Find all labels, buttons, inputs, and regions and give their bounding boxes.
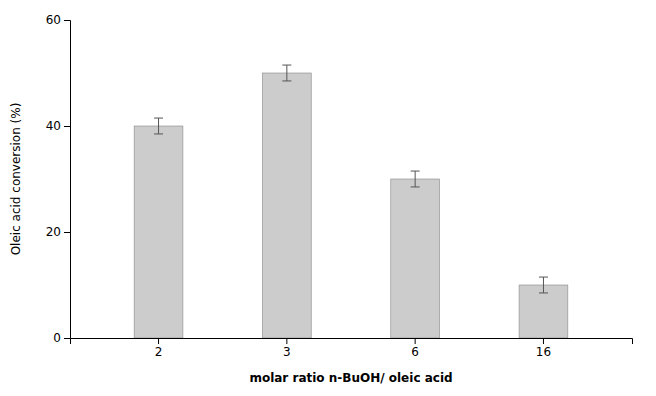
error-bar-line — [282, 65, 291, 81]
error-bar — [539, 277, 548, 293]
x-tick-mark — [415, 338, 416, 344]
error-bar-line — [411, 171, 420, 187]
x-axis-line — [71, 339, 633, 345]
bar — [134, 126, 183, 338]
y-tick-mark — [64, 20, 70, 21]
bar — [262, 73, 311, 338]
x-axis-title: molar ratio n-BuOH/ oleic acid — [249, 371, 452, 385]
x-tick: 3 — [283, 338, 291, 359]
x-tick-mark — [158, 338, 159, 344]
error-bar-line — [539, 277, 548, 293]
error-bar — [282, 65, 291, 81]
y-tick: 20 — [46, 225, 70, 239]
y-tick-mark — [64, 338, 70, 339]
y-tick: 40 — [46, 119, 70, 133]
y-axis-title: Oleic acid conversion (%) — [9, 103, 23, 256]
y-tick-mark — [64, 232, 70, 233]
x-tick: 2 — [155, 338, 163, 359]
y-tick: 0 — [53, 331, 70, 345]
x-tick: 6 — [411, 338, 419, 359]
chart: 2 3 6 16 0 20 40 60 molar ratio n-BuOH/ oleic ac… — [0, 0, 656, 396]
y-tick-label: 20 — [46, 225, 61, 239]
y-tick-label: 40 — [46, 119, 61, 133]
x-tick-mark — [543, 338, 544, 344]
x-tick-label: 2 — [155, 345, 163, 359]
error-bar — [154, 118, 163, 134]
x-axis: 2 3 6 16 — [71, 338, 633, 359]
marks — [134, 65, 568, 338]
error-bar — [411, 171, 420, 187]
y-axis-line — [64, 21, 71, 339]
x-tick: 16 — [536, 338, 551, 359]
y-tick-label: 0 — [53, 331, 61, 345]
plot: 2 3 6 16 0 20 40 60 — [46, 13, 633, 358]
y-tick: 60 — [46, 13, 70, 27]
x-tick-label: 6 — [411, 345, 419, 359]
y-axis: 0 20 40 60 — [46, 13, 71, 345]
y-tick-label: 60 — [46, 13, 61, 27]
y-tick-mark — [64, 126, 70, 127]
x-tick-label: 3 — [283, 345, 291, 359]
error-bar-line — [154, 118, 163, 134]
x-tick-label: 16 — [536, 345, 551, 359]
x-tick-mark — [286, 338, 287, 344]
bar — [391, 179, 440, 338]
